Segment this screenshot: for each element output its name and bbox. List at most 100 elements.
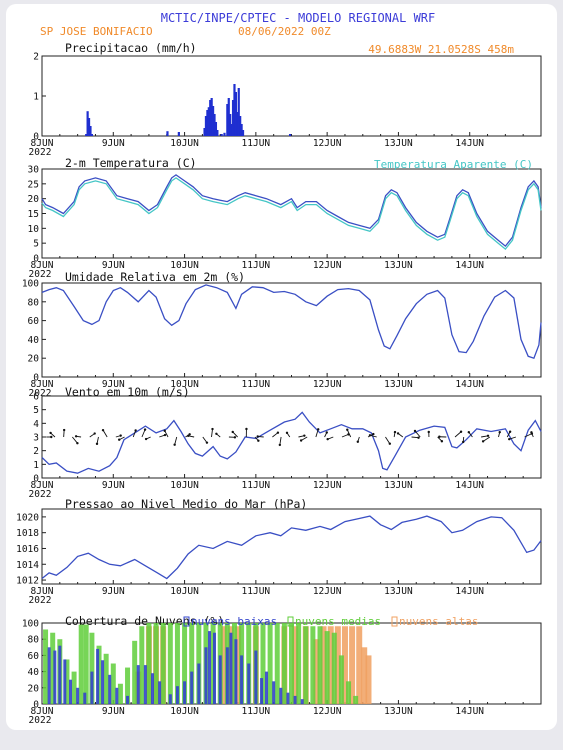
- precip-bar: [220, 134, 223, 136]
- cloud-bar: [89, 632, 95, 704]
- x-tick-label: 9JUN: [102, 706, 125, 717]
- precip-bar: [229, 114, 232, 136]
- wind-barb-head: [187, 434, 190, 438]
- y-tick-label: 2: [33, 446, 39, 457]
- x-tick-label: 13JUN: [384, 379, 413, 390]
- x-tick-label: 9JUN: [102, 480, 125, 491]
- wind-barb-head: [76, 442, 79, 445]
- wind-barb-head: [368, 434, 372, 437]
- wind-barb-head: [50, 435, 53, 439]
- cloud-bar: [160, 623, 166, 704]
- cloud-bar: [132, 640, 138, 704]
- precip-bar: [209, 100, 212, 136]
- station-location: 49.6883W 21.0528S 458m: [368, 43, 514, 56]
- panel-title: Precipitacao (mm/h): [65, 41, 197, 55]
- y-tick-label: 1: [33, 92, 39, 103]
- x-year-label: 2022: [29, 489, 52, 500]
- wind-barb: [414, 430, 421, 438]
- panel-frame: [41, 282, 542, 378]
- y-tick-label: 20: [28, 194, 40, 205]
- x-year-label: 2022: [29, 388, 52, 399]
- cloud-bar: [310, 626, 316, 704]
- cloud-bar: [50, 632, 56, 704]
- wind-barb-head: [74, 435, 78, 438]
- panel-1: 2-m Temperatura (C) 0 5 10 15 20 25 30 8JUN 9JUN 1…: [28, 156, 542, 280]
- cloud-bar: [63, 659, 67, 704]
- series-line: [41, 411, 542, 474]
- wind-barb: [346, 429, 352, 438]
- precip-bar: [203, 128, 206, 136]
- cloud-bar: [115, 687, 119, 704]
- cloud-bar: [279, 687, 283, 704]
- y-tick-label: 80: [28, 297, 40, 308]
- cloud-bar: [346, 681, 352, 704]
- chart-card: MCTIC/INPE/CPTEC - MODELO REGIONAL WRF S…: [6, 4, 557, 730]
- x-tick-label: 9JUN: [102, 379, 125, 390]
- wind-barb-head: [215, 432, 218, 435]
- cloud-bar: [218, 655, 222, 704]
- wind-barb-head: [467, 431, 471, 434]
- x-tick-label: 11JUN: [242, 260, 271, 271]
- cloud-bar: [331, 632, 337, 704]
- cloud-bar: [292, 626, 299, 704]
- series-line: [41, 515, 542, 580]
- x-tick-label: 12JUN: [313, 480, 342, 491]
- cloud-bar: [43, 629, 49, 704]
- cloud-bar: [136, 665, 140, 704]
- wind-barb-head: [143, 428, 147, 431]
- y-tick-label: 80: [28, 635, 40, 646]
- cloud-bar: [96, 648, 100, 704]
- chart-title: MCTIC/INPE/CPTEC - MODELO REGIONAL WRF: [161, 11, 436, 25]
- x-tick-label: 14JUN: [455, 586, 484, 597]
- wind-barb: [102, 429, 108, 438]
- precip-bar: [177, 132, 180, 136]
- x-tick-label: 14JUN: [455, 138, 484, 149]
- x-tick-label: 11JUN: [242, 480, 271, 491]
- cloud-bar: [101, 660, 105, 704]
- cloud-bar: [78, 624, 84, 704]
- legend-apparent: Temperatura Aparente (C): [374, 158, 533, 171]
- cloud-bar: [71, 671, 77, 704]
- wind-barb-head: [62, 428, 66, 432]
- precip-bar: [237, 88, 240, 136]
- cloud-bar: [167, 623, 173, 704]
- wind-barb-head: [481, 440, 485, 443]
- wind-barb: [141, 429, 146, 438]
- cloud-bar: [168, 694, 172, 704]
- x-tick-label: 14JUN: [455, 480, 484, 491]
- cloud-bar: [125, 667, 131, 704]
- cloud-bar: [182, 623, 188, 704]
- precip-bar: [230, 124, 233, 136]
- cloud-bar: [265, 671, 269, 704]
- series-line: [41, 174, 542, 248]
- y-tick-label: 1014: [16, 560, 39, 571]
- wind-barb-head: [317, 428, 320, 431]
- precip-bar: [213, 114, 216, 136]
- y-tick-label: 6: [33, 392, 39, 403]
- precip-bar: [207, 107, 210, 136]
- x-year-label: 2022: [29, 269, 52, 280]
- cloud-bar: [286, 692, 290, 704]
- x-tick-label: 13JUN: [384, 260, 413, 271]
- wind-barb-head: [325, 431, 328, 434]
- y-tick-label: 15: [28, 209, 39, 220]
- y-tick-label: 0: [33, 132, 39, 143]
- cloud-bar: [272, 681, 276, 704]
- cloud-bar: [110, 663, 116, 704]
- precip-bar: [227, 98, 230, 136]
- cloud-bar: [47, 647, 51, 704]
- cloud-bar: [103, 653, 109, 704]
- panel-4: Pressao ao Nivel Medio do Mar (hPa) 1012 1…: [16, 497, 542, 606]
- y-tick-label: 3: [33, 433, 39, 444]
- x-tick-label: 11JUN: [242, 379, 271, 390]
- cloud-bar: [213, 632, 217, 704]
- wind-barb-head: [393, 430, 397, 434]
- cloud-bar: [334, 626, 341, 704]
- x-tick-label: 13JUN: [384, 706, 413, 717]
- y-tick-label: 60: [28, 651, 40, 662]
- cloud-bar: [317, 626, 323, 704]
- precip-bar: [239, 116, 242, 136]
- panel-3: Vento em 10m (m/s) 0 1 2 3 4 5 6 8JUN 9JUN 10JUN 11…: [29, 385, 542, 500]
- x-tick-label: 14JUN: [455, 260, 484, 271]
- cloud-bar: [204, 647, 208, 704]
